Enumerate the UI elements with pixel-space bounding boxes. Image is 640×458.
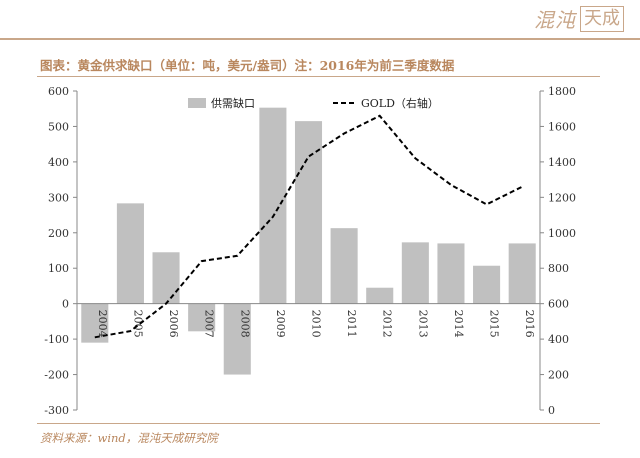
category-label-2007: 2007 (203, 310, 216, 338)
category-label-2013: 2013 (416, 310, 429, 338)
caption-divider (37, 76, 600, 77)
left-tick-label: -200 (44, 369, 69, 382)
source-note: 资料来源：wind，混沌天成研究院 (40, 431, 218, 445)
category-label-2016: 2016 (523, 310, 536, 338)
right-tick-label: 400 (548, 333, 569, 346)
left-tick-label: -300 (44, 404, 69, 417)
logo-box-text: 天成 (580, 5, 624, 32)
bar-2007 (188, 303, 216, 332)
category-label-2004: 2004 (96, 310, 109, 338)
chart-caption: 图表：黄金供求缺口（单位：吨，美元/盎司）注：2016年为前三季度数据 (40, 58, 455, 73)
right-tick-label: 1600 (548, 120, 576, 133)
right-tick-label: 800 (548, 262, 569, 275)
left-tick-label: 200 (48, 227, 69, 240)
right-tick-label: 1200 (548, 191, 576, 204)
category-label-2014: 2014 (452, 310, 465, 338)
brand-logo: 混沌 天成 (534, 4, 624, 33)
category-label-2012: 2012 (381, 310, 394, 338)
source-divider (37, 423, 600, 424)
bar-2009 (259, 107, 287, 304)
bar-2005 (116, 203, 144, 304)
legend-label-gap: 供需缺口 (211, 96, 255, 110)
bar-2006 (152, 252, 180, 304)
gold-price-line (94, 114, 523, 339)
bar-2011 (330, 228, 358, 304)
category-label-2015: 2015 (488, 310, 501, 338)
bar-2013 (401, 242, 429, 304)
left-tick-label: 500 (48, 120, 69, 133)
left-tick-label: 400 (48, 156, 69, 169)
right-tick-label: 0 (548, 404, 555, 417)
category-label-2008: 2008 (238, 310, 251, 338)
right-tick-label: 1800 (548, 85, 576, 98)
bar-2012 (366, 287, 394, 304)
legend-label-gold: GOLD（右轴） (361, 96, 439, 110)
bar-2015 (473, 265, 501, 304)
left-tick-label: 0 (62, 298, 69, 311)
left-tick-label: 100 (48, 262, 69, 275)
bar-2016 (508, 243, 536, 304)
left-tick-label: 300 (48, 191, 69, 204)
bar-2010 (294, 121, 323, 304)
left-tick-label: -100 (44, 333, 69, 346)
category-label-2005: 2005 (131, 310, 144, 338)
category-label-2009: 2009 (274, 310, 287, 338)
category-label-2011: 2011 (345, 310, 358, 338)
category-label-2006: 2006 (167, 310, 180, 338)
right-tick-label: 200 (548, 369, 569, 382)
right-tick-label: 1400 (548, 156, 576, 169)
legend-swatch-gap (188, 98, 206, 108)
logo-script-text: 混沌 (534, 8, 576, 32)
category-label-2010: 2010 (310, 310, 323, 338)
bar-2008 (223, 303, 251, 375)
left-tick-label: 600 (48, 85, 69, 98)
bar-2014 (437, 243, 465, 304)
right-tick-label: 600 (548, 298, 569, 311)
header-divider (0, 38, 640, 40)
right-tick-label: 1000 (548, 227, 576, 240)
